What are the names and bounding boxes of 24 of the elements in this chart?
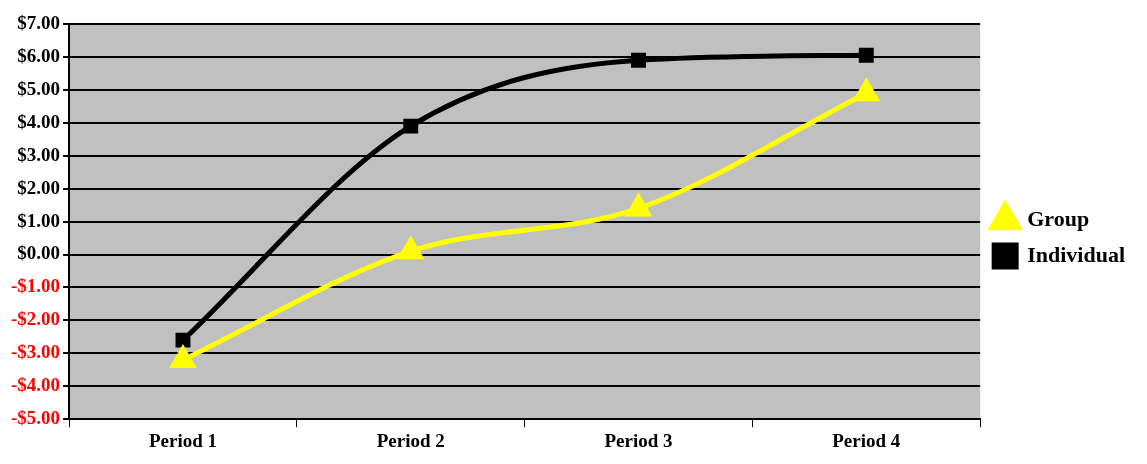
- y-tick-label: -$4.00: [11, 374, 61, 396]
- x-tick-label: Period 1: [148, 429, 217, 451]
- y-tick-label: $4.00: [17, 110, 61, 132]
- y-tick-label: $1.00: [17, 209, 61, 231]
- y-tick-label: $3.00: [17, 143, 61, 165]
- x-tick-label: Period 4: [832, 429, 901, 451]
- y-tick-label: -$5.00: [11, 407, 61, 429]
- y-tick-label: $5.00: [17, 77, 61, 99]
- point: [631, 52, 646, 68]
- y-tick-label: -$3.00: [11, 341, 61, 363]
- y-tick-label: $7.00: [17, 11, 61, 33]
- y-tick-label: $6.00: [17, 44, 61, 66]
- point: [170, 346, 195, 368]
- x-tick-label: Period 3: [604, 429, 673, 451]
- point: [403, 118, 419, 134]
- y-tick-label: -$1.00: [11, 275, 61, 297]
- y-tick-label: $2.00: [17, 176, 61, 198]
- x-tick-label: Period 2: [376, 429, 445, 451]
- y-tick-label: $0.00: [17, 242, 61, 264]
- legend-label: Individual: [1027, 241, 1125, 267]
- point: [397, 235, 425, 260]
- point: [858, 47, 874, 63]
- legend-label: Group: [1027, 205, 1090, 231]
- y-tick-label: -$2.00: [11, 308, 61, 330]
